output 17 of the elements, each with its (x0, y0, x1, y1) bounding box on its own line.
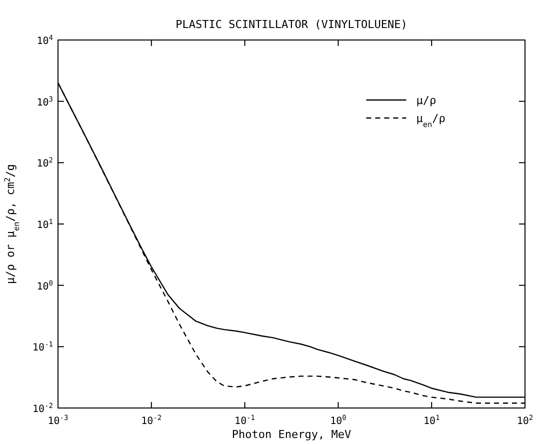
x-tick-label: 10$^{-2}$ (141, 414, 162, 427)
x-tick-label: 10$^{2}$ (516, 414, 534, 427)
y-tick-label: 10$^{0}$ (36, 279, 53, 292)
x-tick-label: 10$^{0}$ (330, 414, 346, 427)
legend-label: μ/ρ (416, 94, 436, 107)
x-axis-title: Photon Energy, MeV (232, 428, 352, 441)
legend-label: μ$_{en}$/ρ (416, 112, 446, 128)
x-tick-label: 10$^{-1}$ (234, 414, 256, 427)
y-tick-label: 10$^{3}$ (36, 95, 53, 108)
chart-title: PLASTIC SCINTILLATOR (VINYLTOLUENE) (176, 18, 408, 31)
x-tick-label: 10$^{1}$ (423, 414, 440, 427)
y-tick-label: 10$^{-2}$ (32, 402, 53, 415)
y-tick-label: 10$^{-1}$ (32, 340, 53, 354)
y-tick-label: 10$^{1}$ (36, 218, 53, 231)
x-tick-label: 10$^{-3}$ (48, 414, 68, 427)
y-tick-label: 10$^{2}$ (36, 156, 53, 170)
y-tick-label: 10$^{4}$ (36, 34, 53, 47)
